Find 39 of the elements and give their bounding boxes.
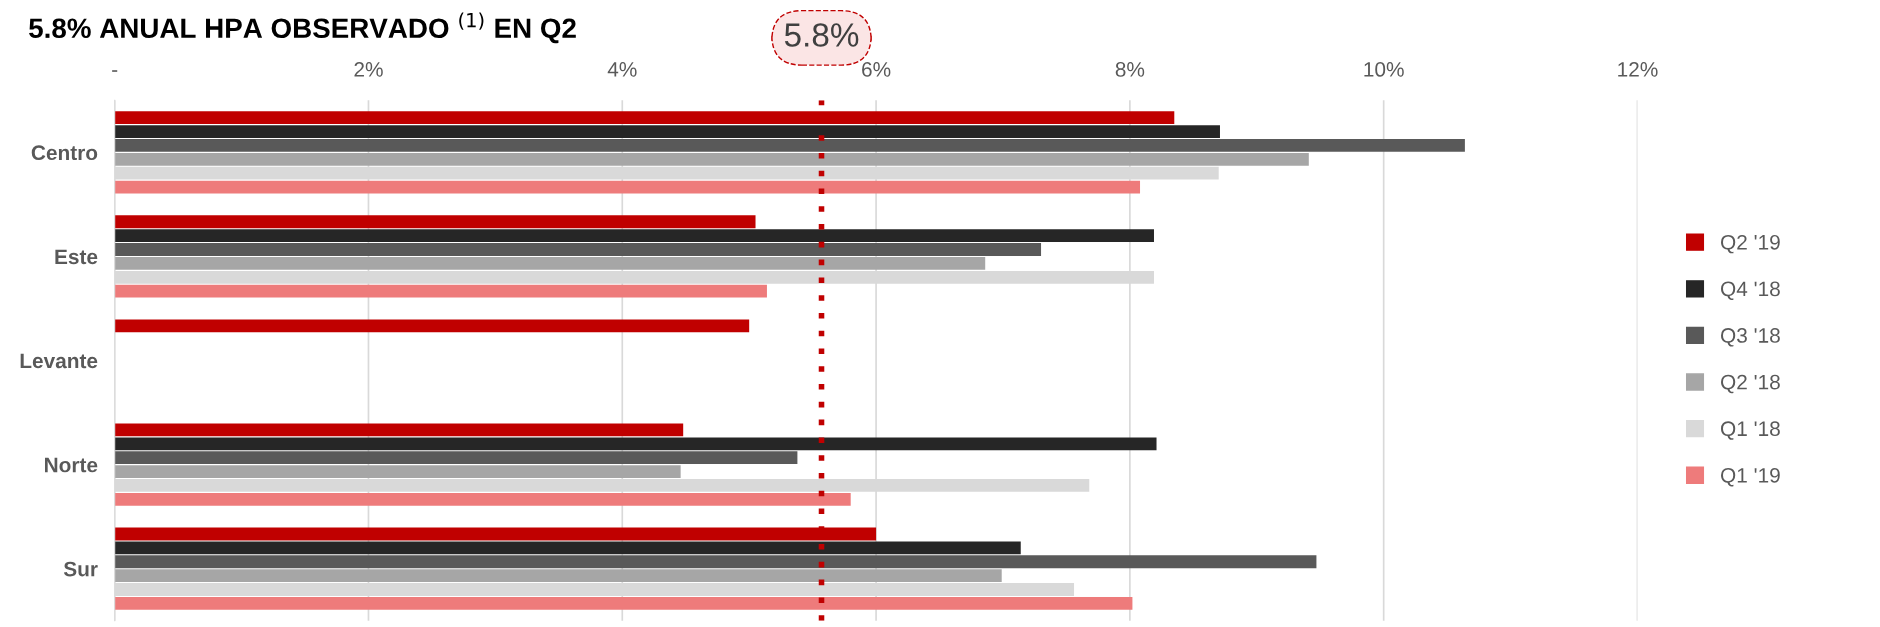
y-tick-label: Centro [31,145,98,161]
legend-label: Q2 '19 [1721,234,1780,254]
legend-label: Q2 '18 [1721,374,1780,394]
bar [114,465,681,478]
bar [114,215,756,229]
x-tick-label: 4% [607,62,637,77]
bar [114,243,1042,256]
x-tick-label: 2% [354,62,383,77]
y-tick-label: Este [55,249,98,265]
legend-label: Q1 '18 [1721,421,1780,440]
bar [114,437,1157,451]
bar [114,257,986,270]
bar [114,555,1317,569]
bar [114,139,1465,152]
legend-label: Q1 '19 [1721,467,1780,487]
legend-label: Q3 '18 [1721,328,1780,347]
y-tick-label: Sur [63,561,98,577]
bar [114,125,1220,138]
bar [114,597,1133,610]
x-tick-label: 6% [862,62,891,77]
bar [114,423,684,437]
bar [114,152,1309,166]
y-tick-label: Levante [20,353,98,369]
bar [114,284,767,298]
bar [114,229,1154,243]
legend-label: Q4 '18 [1721,281,1780,300]
x-tick-label: 12% [1618,62,1658,77]
x-tick-label: - [112,70,118,72]
bar [114,492,851,506]
chart-title: 5.8% ANUAL HPA OBSERVADO $^{(1)}$ EN Q2 [29,12,576,44]
bar [114,541,1021,555]
bar [114,451,798,465]
text: 5.8% [784,23,859,47]
y-tick-label: Norte [45,457,98,473]
bar [114,180,1141,194]
x-tick-label: 8% [1115,62,1145,77]
x-tick-label: 10% [1364,62,1404,77]
bar [114,569,1002,583]
bar [114,319,750,333]
